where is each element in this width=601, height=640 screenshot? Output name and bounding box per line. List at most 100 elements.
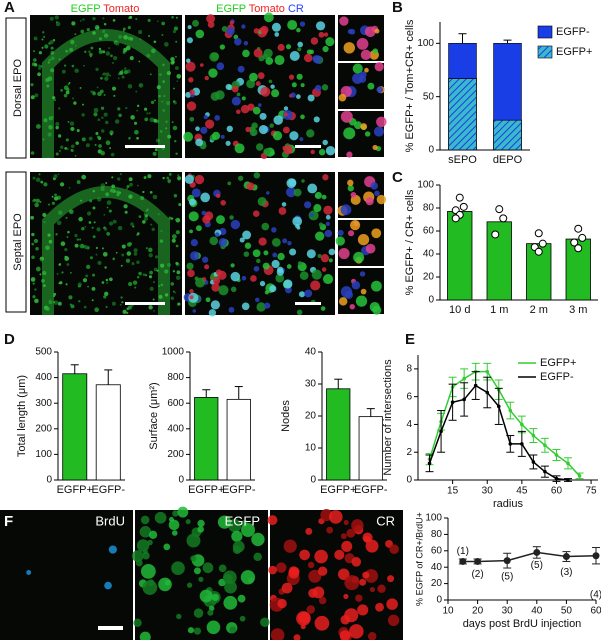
cell xyxy=(265,57,274,65)
cell xyxy=(171,561,185,576)
cell xyxy=(134,286,137,289)
row-box xyxy=(5,171,27,313)
annotation: (4) xyxy=(590,589,601,600)
cell xyxy=(373,126,385,137)
cell xyxy=(371,228,382,239)
cell xyxy=(278,207,287,215)
cell xyxy=(43,35,46,39)
y-tick-label: 20 xyxy=(305,411,317,422)
cell xyxy=(81,226,85,231)
cell xyxy=(269,285,277,293)
cell xyxy=(239,615,246,622)
cell xyxy=(387,575,395,583)
cell xyxy=(129,182,133,187)
cell xyxy=(296,309,303,316)
cell xyxy=(74,233,78,238)
cell xyxy=(71,21,76,26)
cell xyxy=(170,60,175,65)
cell xyxy=(376,194,387,205)
cell xyxy=(136,136,139,140)
cell xyxy=(258,124,268,135)
cell xyxy=(55,125,59,130)
bar-segment xyxy=(493,43,522,121)
cell xyxy=(325,214,331,220)
cell xyxy=(303,53,313,63)
cell xyxy=(170,296,175,301)
cell xyxy=(338,93,347,102)
cell xyxy=(208,309,217,317)
cell xyxy=(86,27,90,32)
cell xyxy=(73,101,77,105)
cell xyxy=(136,104,140,108)
cell xyxy=(173,101,177,105)
cell xyxy=(300,114,305,120)
cell xyxy=(195,225,202,232)
x-tick-label: 3 m xyxy=(569,304,587,316)
cell xyxy=(128,282,133,287)
cell xyxy=(42,31,45,34)
data-point xyxy=(499,214,508,223)
y-tick-label: 20 xyxy=(423,272,435,283)
cell xyxy=(299,549,310,561)
tissue-outline xyxy=(42,186,170,315)
cell xyxy=(263,250,269,256)
cell xyxy=(75,141,79,145)
y-axis-label: Surface (μm²) xyxy=(148,382,160,449)
cell xyxy=(328,248,336,256)
cell xyxy=(91,286,96,291)
cell xyxy=(253,48,263,58)
cell xyxy=(310,149,315,155)
cell xyxy=(328,510,343,524)
cell xyxy=(108,47,111,50)
cell xyxy=(134,129,139,135)
cell xyxy=(245,126,251,133)
bar xyxy=(358,416,383,481)
cell xyxy=(108,221,114,226)
cell xyxy=(175,275,181,280)
cell xyxy=(164,579,171,586)
cell xyxy=(202,562,214,574)
cell xyxy=(65,283,68,286)
y-tick-label: 600 xyxy=(167,398,184,409)
cell xyxy=(214,115,221,121)
cell xyxy=(185,61,196,72)
cell xyxy=(112,219,117,224)
cell xyxy=(78,216,83,222)
cell xyxy=(321,194,327,200)
cell xyxy=(70,304,75,309)
bar xyxy=(326,388,351,481)
cell xyxy=(192,19,199,27)
cell xyxy=(305,527,313,535)
cell xyxy=(339,630,351,640)
cell xyxy=(156,20,159,23)
cell xyxy=(92,206,96,210)
cell xyxy=(82,103,85,106)
cell xyxy=(351,557,362,567)
cell xyxy=(117,107,121,111)
cell xyxy=(353,251,365,263)
cell xyxy=(125,45,131,51)
y-axis-label: Number of intersections xyxy=(382,359,394,476)
marker xyxy=(520,442,524,446)
cell xyxy=(103,93,106,96)
cell xyxy=(153,40,157,44)
cell xyxy=(230,286,237,293)
cell xyxy=(149,270,153,275)
cell xyxy=(203,114,209,120)
micrograph xyxy=(0,510,133,640)
cell xyxy=(253,28,260,34)
cell xyxy=(198,576,204,582)
cell xyxy=(187,627,195,634)
cell xyxy=(377,584,386,593)
cell xyxy=(59,281,63,285)
cell xyxy=(268,79,273,84)
cell xyxy=(119,303,122,306)
cell xyxy=(183,131,194,142)
cell xyxy=(77,282,82,287)
cell xyxy=(221,25,228,32)
cell xyxy=(309,49,314,55)
x-tick-label: 50 xyxy=(561,606,573,617)
cell xyxy=(105,72,110,77)
cell xyxy=(92,235,96,239)
cell xyxy=(71,64,75,68)
